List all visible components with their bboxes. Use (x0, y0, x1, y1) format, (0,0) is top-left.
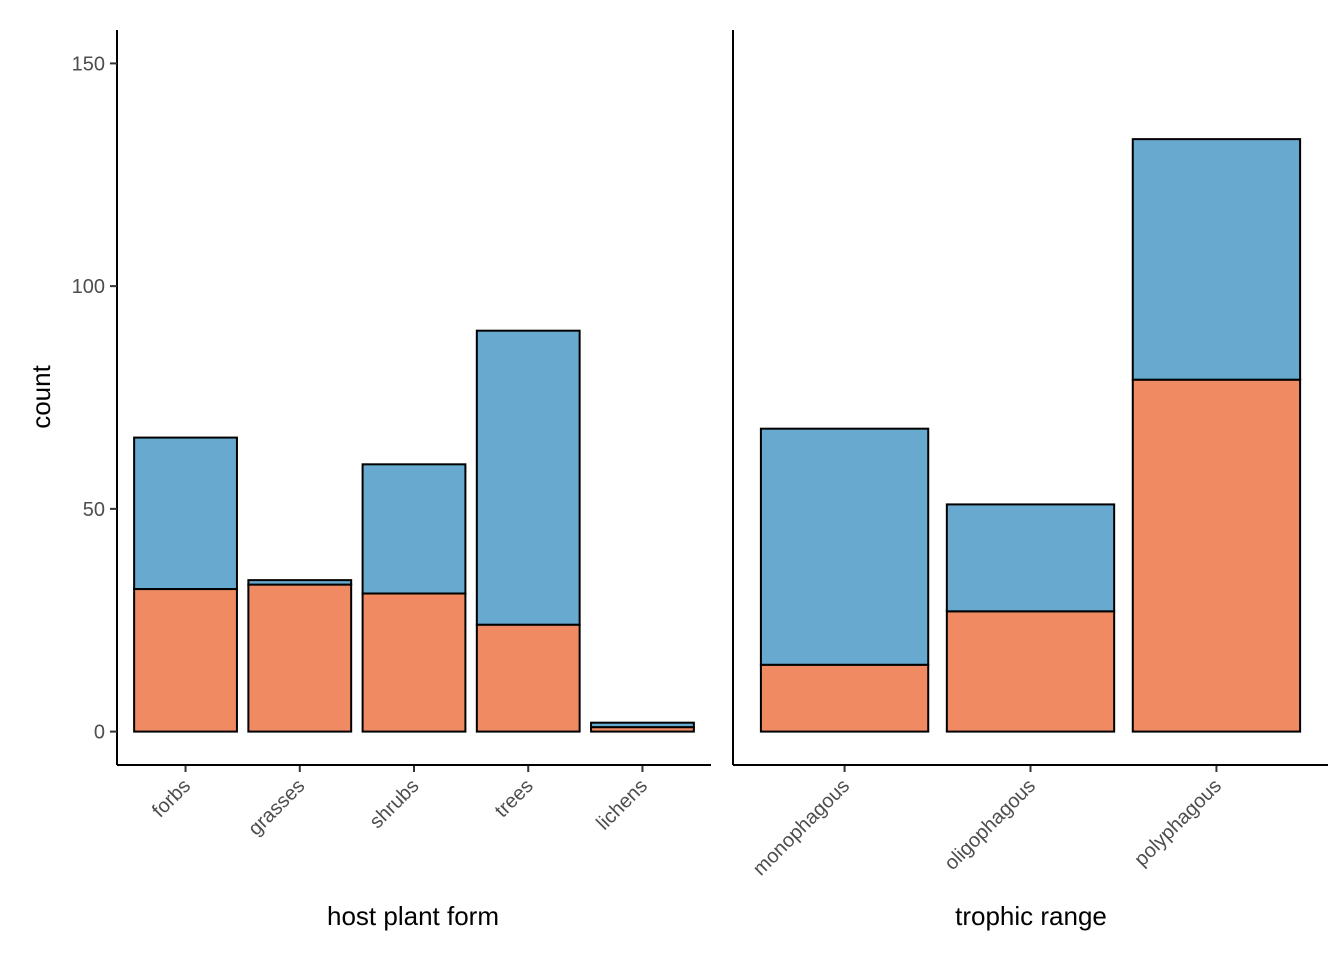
y-tick-label-0: 0 (94, 722, 105, 744)
x-tick-label-shrubs: shrubs (366, 775, 424, 833)
bar-trees-segment-2 (475, 329, 581, 626)
x-tick-label-forbs: forbs (148, 775, 195, 822)
bar-forbs-segment-1 (133, 588, 238, 733)
bar-monophagous-segment-1 (759, 663, 930, 733)
x-tick-label-oligophagous: oligophagous (940, 775, 1040, 875)
bar-oligophagous-segment-1 (945, 610, 1116, 733)
x-tick-label-grasses: grasses (244, 775, 309, 840)
bar-polyphagous-segment-1 (1131, 378, 1302, 733)
y-tick-label-50: 50 (83, 499, 105, 521)
bar-forbs-segment-2 (133, 436, 238, 591)
x-tick-label-monophagous: monophagous (749, 775, 854, 880)
bar-shrubs-segment-1 (361, 592, 467, 733)
bar-polyphagous-segment-2 (1131, 138, 1302, 381)
bar-trees-segment-1 (475, 623, 581, 733)
x-tick-label-lichens: lichens (592, 775, 652, 835)
bar-grasses-segment-1 (247, 583, 353, 733)
y-tick-label-100: 100 (72, 276, 105, 298)
bar-shrubs-segment-2 (361, 463, 467, 595)
x-axis-title-host-plant-form: host plant form (327, 901, 499, 931)
panel-trophic-range: monophagous oligophagous polyphagous (732, 30, 1328, 880)
bar-monophagous-segment-2 (759, 427, 930, 666)
x-tick-label-trees: trees (491, 775, 538, 822)
y-tick-label-150: 150 (72, 53, 105, 75)
x-tick-label-polyphagous: polyphagous (1130, 775, 1226, 871)
x-axis-title-trophic-range: trophic range (955, 901, 1107, 931)
y-axis-title: count (26, 364, 56, 428)
bar-lichens-segment-2 (590, 721, 695, 729)
bar-oligophagous-segment-2 (945, 503, 1116, 613)
panel-host-plant-form: forbs grasses shrubs trees lichens 0 50 100 150 (72, 30, 711, 840)
bar-grasses-segment-2 (247, 579, 353, 586)
